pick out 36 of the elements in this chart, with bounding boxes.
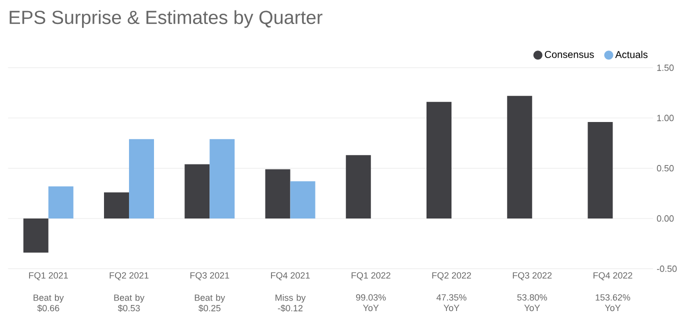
- x-tick-label: FQ3 2022: [512, 272, 552, 280]
- bar: [265, 169, 290, 218]
- x-tick-label: FQ1 2022: [352, 272, 390, 280]
- bar: [48, 186, 74, 218]
- legend-label: Actuals: [615, 50, 648, 58]
- text: 53.80% YoY: [517, 294, 548, 312]
- bar: [426, 102, 452, 218]
- x-tick-label: FQ4 2022: [594, 272, 632, 280]
- bar: [210, 139, 235, 218]
- y-tick-label: 0.00: [656, 215, 674, 222]
- text: Miss by -$0.12: [276, 294, 306, 312]
- y-tick-label: -0.50: [656, 266, 677, 272]
- bar: [588, 122, 613, 218]
- chart-title: EPS Surprise & Estimates by Quarter: [10, 10, 322, 28]
- legend-label: Consensus: [544, 50, 594, 58]
- text: 99.03% YoY: [356, 294, 386, 312]
- x-tick-label: FQ4 2021: [271, 272, 310, 280]
- x-tick-label: FQ2 2021: [110, 272, 148, 280]
- text: 153.62% YoY: [596, 294, 630, 312]
- y-tick-label: 1.50: [657, 64, 674, 71]
- bar: [129, 139, 154, 218]
- x-tick-label: FQ3 2021: [190, 272, 230, 280]
- y-tick-label: 0.50: [656, 165, 674, 172]
- x-tick-label: FQ2 2022: [432, 272, 471, 280]
- y-tick-label: 1.00: [657, 114, 674, 122]
- bar: [104, 192, 130, 218]
- bar: [346, 155, 371, 218]
- bar: [184, 164, 210, 218]
- bar: [23, 218, 48, 253]
- text: Beat by $0.66: [34, 294, 64, 312]
- text: Beat by $0.25: [194, 294, 226, 312]
- bar: [290, 181, 316, 218]
- text: Beat by $0.53: [114, 294, 144, 312]
- bar: [507, 96, 532, 218]
- text: 47.35% YoY: [436, 294, 466, 312]
- x-tick-label: FQ1 2021: [29, 272, 68, 280]
